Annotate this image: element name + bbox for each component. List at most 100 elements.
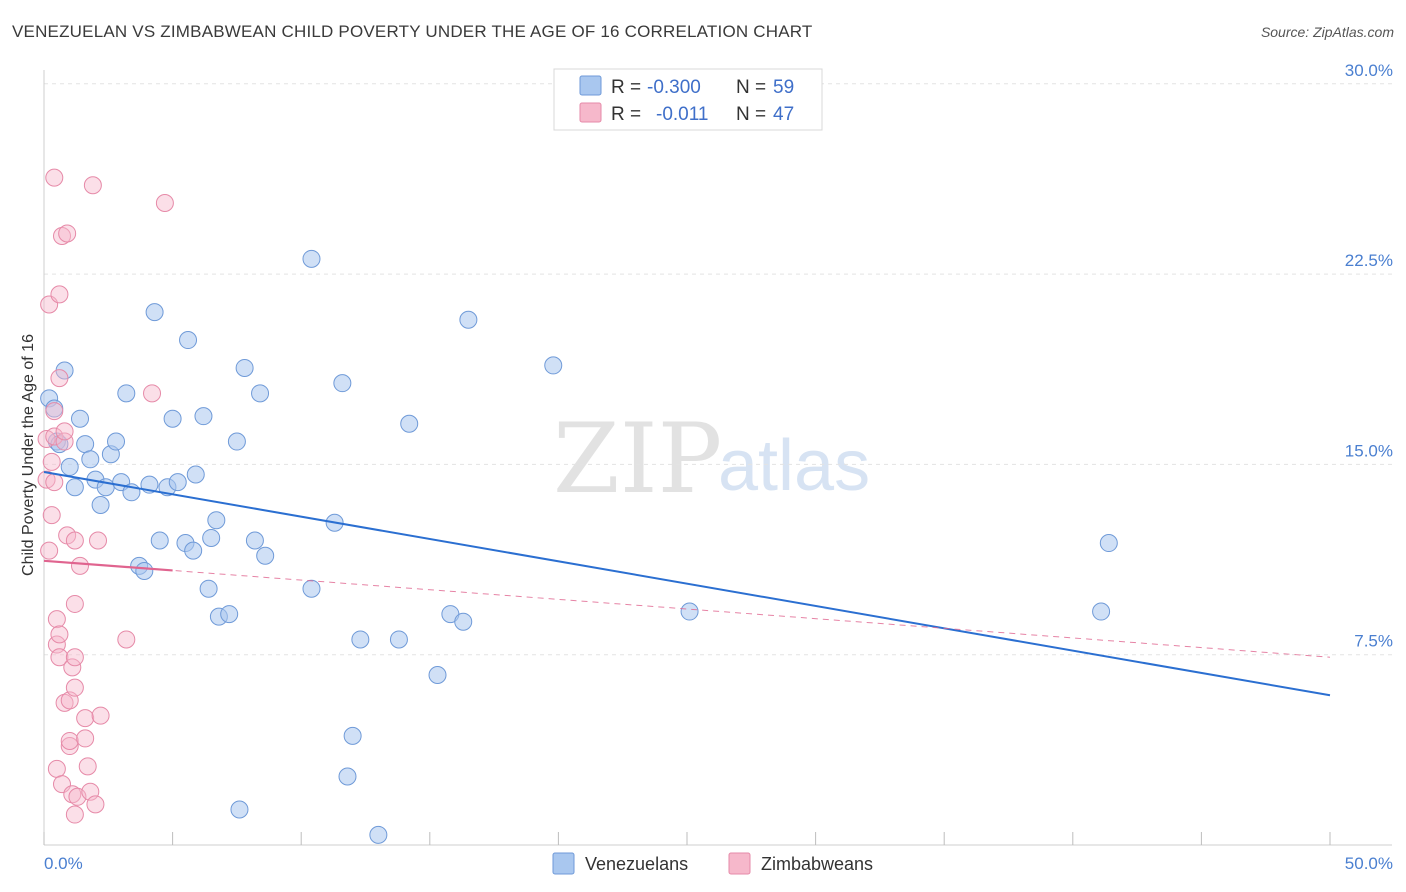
zimbabweans-point [63,785,82,804]
correlation-legend: R = -0.300 N = 59 R = -0.011 N = 47 [553,68,823,131]
zimbabweans-point [42,506,61,525]
venezuelans-point [251,384,270,403]
x-ticks: 0.0% 50.0% [43,832,1393,873]
venezuelans-point [194,407,213,426]
zimbabweans-point [155,194,174,213]
venezuelans-point [227,432,246,451]
venezuelans-point [65,478,84,497]
venezuelans-point [199,579,218,598]
legend-n-label: N = [736,77,766,98]
legend-swatch-venezuelans [579,75,602,96]
venezuelans-point [256,546,275,565]
legend-n-label: N = [736,104,766,125]
chart-title: VENEZUELAN VS ZIMBABWEAN CHILD POVERTY U… [12,22,813,41]
zimbabweans-point [47,610,66,629]
venezuelans-point [207,511,226,530]
zimbabweans-trend-line-solid [43,559,173,572]
zimbabweans-point [42,452,61,471]
venezuelans-point [186,465,205,484]
zimbabweans-point [65,805,84,824]
zimbabweans-point [47,759,66,778]
legend-r-value: -0.011 [656,104,708,125]
legend-r-label: R = [611,104,641,125]
venezuelans-point [389,630,408,649]
zimbabweans-point [78,757,97,776]
venezuelans-point [184,541,203,560]
y-tick-label: 15.0% [1345,441,1393,460]
watermark-zip: ZIP [553,403,722,515]
venezuelans-point [135,561,154,580]
trend-lines [43,471,1331,697]
zimbabweans-point [50,369,69,388]
zimbabweans-trend-line-dashed [43,560,1331,658]
zimbabweans-point [45,473,64,492]
bottom-legend-swatch-zimbabweans [728,852,751,875]
grid-lines [44,83,1392,656]
bottom-legend-label-venezuelans: Venezuelans [585,854,688,874]
watermark-atlas: atlas [718,426,870,506]
venezuelans-point [91,495,110,514]
zimbabweans-point [50,285,69,304]
venezuelans-point [454,612,473,631]
y-tick-label: 7.5% [1354,632,1393,651]
venezuelans-point [168,473,187,492]
y-axis-label: Child Poverty Under the Age of 16 [20,334,37,576]
venezuelans-point [235,358,254,377]
y-tick-label: 30.0% [1345,61,1393,80]
venezuelans-point [145,303,164,322]
venezuelans-point [400,414,419,433]
zimbabweans-point [86,795,105,814]
venezuelans-point [544,356,563,375]
venezuelans-point [333,374,352,393]
venezuelans-point [81,450,100,469]
zimbabweans-point [55,432,74,451]
zimbabweans-point [45,168,64,187]
venezuelans-point [369,825,388,844]
zimbabweans-point [91,706,110,725]
zimbabweans-point [65,594,84,613]
legend-n-value: 47 [773,104,794,125]
venezuelans-point [60,457,79,476]
venezuelans-point [343,726,362,745]
zimbabweans-point [71,556,90,575]
zimbabweans-point [50,648,69,667]
bottom-legend-label-zimbabweans: Zimbabweans [761,854,873,874]
legend-swatch-zimbabweans [579,102,602,123]
zimbabweans-point [65,678,84,697]
bottom-legend-swatch-venezuelans [552,852,575,875]
legend-r-label: R = [611,77,641,98]
zimbabweans-point [76,729,95,748]
zimbabweans-point [58,224,77,243]
venezuelans-points [40,249,1118,844]
zimbabweans-point [63,658,82,677]
legend-n-value: 59 [773,77,794,98]
venezuelans-point [428,665,447,684]
venezuelans-point [1092,602,1111,621]
chart-source: Source: ZipAtlas.com [1260,24,1394,40]
venezuelans-point [107,432,126,451]
series-legend: Venezuelans Zimbabweans [552,852,873,875]
venezuelans-point [459,310,478,329]
zimbabweans-point [76,709,95,728]
x-tick-label: 0.0% [44,854,83,873]
venezuelans-trend-line [43,471,1331,697]
zimbabweans-point [45,402,64,421]
venezuelans-point [302,249,321,268]
venezuelans-point [71,409,90,428]
zimbabweans-point [50,625,69,644]
zimbabweans-point [143,384,162,403]
venezuelans-point [163,409,182,428]
zimbabweans-point [55,693,74,712]
venezuelans-point [76,435,95,454]
venezuelans-point [245,531,264,550]
zimbabweans-point [89,531,108,550]
zimbabweans-point [60,731,79,750]
y-tick-labels: 7.5% 15.0% 22.5% 30.0% [1345,61,1393,651]
venezuelans-point [150,531,169,550]
y-tick-label: 22.5% [1345,251,1393,270]
zimbabweans-point [83,176,102,195]
venezuelans-point [338,767,357,786]
zimbabweans-point [55,422,74,441]
zimbabweans-point [65,531,84,550]
